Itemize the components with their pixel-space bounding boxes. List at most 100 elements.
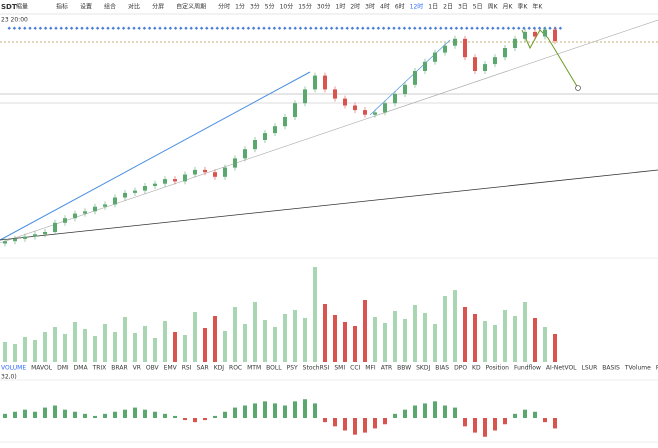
indicator-tab[interactable]: MAVOL [31, 365, 53, 372]
candle [553, 29, 557, 42]
indicator-tab[interactable]: MFI [365, 365, 376, 372]
toolbar-button[interactable]: 对比 [128, 3, 140, 11]
indicator-tab[interactable]: FTBS [656, 365, 658, 372]
indicator-tab[interactable]: MTM [247, 365, 261, 372]
signal-marker [168, 26, 173, 30]
period-button[interactable]: 分时 [218, 3, 230, 11]
period-button[interactable]: 1日 [428, 4, 438, 11]
indicator-tab[interactable]: Position [486, 365, 510, 372]
indicator-tab[interactable]: DPO [454, 365, 467, 372]
candle [63, 218, 67, 223]
period-button[interactable]: 5日 [473, 4, 483, 11]
volume-bar [143, 326, 147, 362]
macd-bar [493, 418, 497, 431]
indicator-tab[interactable]: OBV [146, 365, 160, 372]
macd-bar [353, 418, 357, 435]
indicator-tab[interactable]: CCI [350, 365, 360, 372]
indicator-tab[interactable]: AI-NetVOL [546, 365, 577, 372]
period-button[interactable]: 15分 [298, 3, 312, 11]
candle [403, 84, 407, 94]
volume-bar [223, 331, 227, 362]
indicator-tab[interactable]: BRAR [111, 365, 127, 372]
candle [383, 103, 387, 113]
macd-bar [53, 405, 57, 418]
indicator-tab[interactable]: Fundflow [514, 365, 541, 372]
volume-bar [323, 304, 327, 362]
period-button[interactable]: 年K [532, 3, 543, 11]
signal-marker [153, 26, 157, 30]
candle [113, 197, 117, 205]
period-button[interactable]: 10分 [280, 3, 294, 11]
macd-bar [103, 413, 107, 418]
indicator-tab[interactable]: KDJ [214, 365, 225, 372]
period-button[interactable]: 2日 [443, 4, 453, 11]
toolbar-button[interactable]: 组合 [104, 3, 116, 11]
signal-marker [387, 26, 391, 30]
candle [193, 169, 197, 175]
period-button[interactable]: 2时 [350, 3, 360, 11]
macd-bar [403, 409, 407, 418]
candle [253, 140, 257, 150]
signal-marker [194, 26, 199, 30]
macd-bar [533, 411, 537, 418]
candle [243, 149, 247, 159]
period-button[interactable]: 3分 [250, 3, 260, 11]
indicator-tab[interactable]: DMA [74, 365, 89, 372]
macd-bar [163, 413, 167, 418]
period-button[interactable]: 30分 [317, 3, 331, 11]
indicator-tab[interactable]: ATR [381, 365, 392, 372]
period-button[interactable]: 6时 [395, 3, 405, 11]
indicator-tab[interactable]: TVolume [624, 365, 651, 372]
indicator-tab[interactable]: BOLL [266, 365, 282, 372]
indicator-tab[interactable]: LSUR [582, 365, 598, 372]
symbol[interactable]: SDT [1, 3, 17, 11]
period-button[interactable]: 3日 [458, 4, 468, 11]
period-button[interactable]: 12时 [410, 3, 424, 11]
candle [463, 38, 467, 58]
indicator-tab[interactable]: ROC [229, 365, 242, 372]
candle [323, 75, 327, 90]
macd-bar [443, 405, 447, 418]
period-button[interactable]: 月K [503, 4, 514, 11]
toolbar-button[interactable]: 分屏 [152, 3, 164, 11]
indicator-tab[interactable]: VR [133, 365, 141, 372]
period-button[interactable]: 4时 [380, 3, 390, 11]
volume-bar [423, 313, 427, 362]
period-button[interactable]: 3时 [365, 3, 375, 11]
period-button[interactable]: 季K [517, 3, 528, 11]
period-button[interactable]: 5分 [265, 3, 275, 11]
indicator-tab[interactable]: EMV [164, 365, 178, 372]
indicator-tab[interactable]: KD [472, 365, 481, 372]
indicator-tab[interactable]: VOLUME [1, 365, 26, 372]
indicator-tab[interactable]: BBW [397, 365, 411, 372]
indicator-tab[interactable]: SKDJ [416, 365, 430, 372]
toolbar-button[interactable]: 设置 [80, 3, 92, 11]
signal-marker [439, 26, 443, 30]
indicator-tab[interactable]: SMI [334, 365, 345, 372]
period-button[interactable]: 周K [488, 4, 499, 11]
signal-marker [413, 26, 417, 30]
macd-bar [383, 418, 387, 425]
period-button[interactable]: 1分 [235, 3, 245, 11]
indicator-tab[interactable]: TRIX [92, 365, 107, 372]
projection-point [575, 85, 581, 91]
toolbar-button[interactable]: 指标 [56, 3, 68, 11]
macd-bar [513, 413, 517, 418]
indicator-tab[interactable]: RSI [182, 365, 192, 372]
volume-bar [293, 310, 297, 362]
signal-marker [179, 26, 183, 30]
period-button[interactable]: 1时 [336, 3, 346, 11]
volume-bar [193, 312, 197, 362]
candle [133, 190, 137, 193]
macd-bar [173, 415, 177, 418]
indicator-tab[interactable]: StochRSI [303, 365, 330, 372]
indicator-tab[interactable]: BIAS [435, 365, 449, 372]
indicator-tab[interactable]: SAR [197, 365, 209, 372]
candle [173, 179, 177, 182]
toolbar-button[interactable]: 自定义周期 [176, 3, 206, 11]
indicator-tab[interactable]: DMI [57, 365, 69, 372]
indicator-tab[interactable]: PSY [287, 365, 298, 372]
indicator-tab[interactable]: BASIS [602, 365, 620, 372]
symbol-tag: 缩量 [16, 3, 28, 11]
